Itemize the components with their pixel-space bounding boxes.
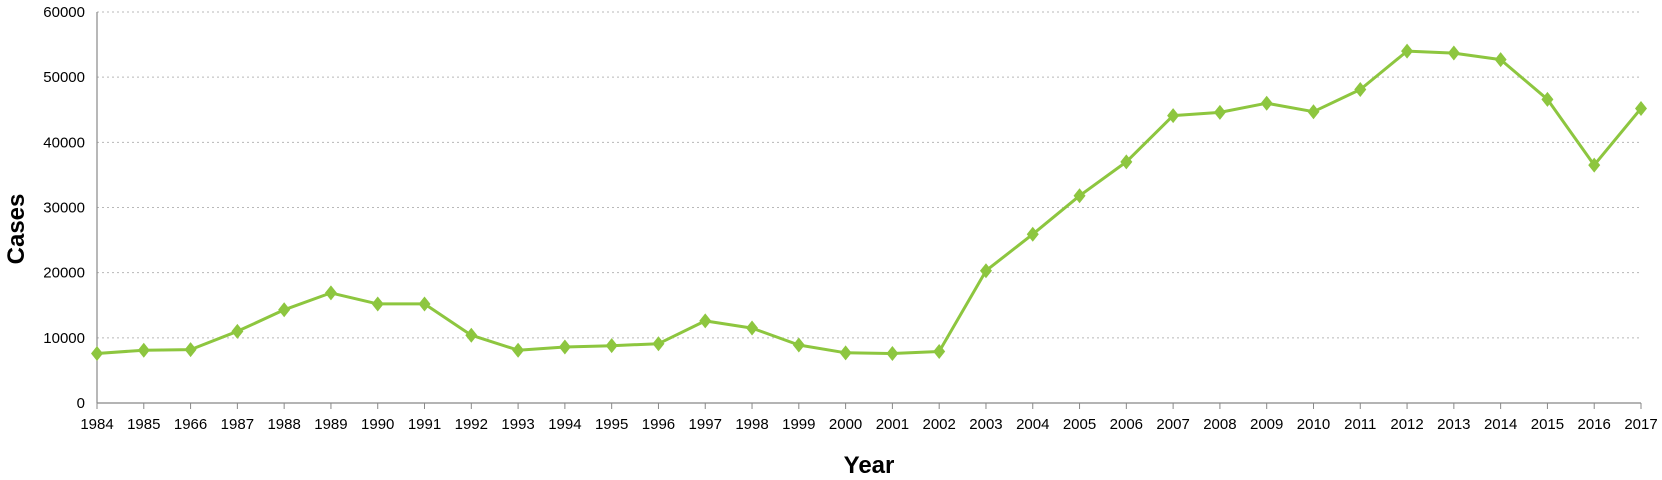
data-point [465, 327, 478, 343]
x-tick-label: 2017 [1624, 416, 1657, 433]
x-tick-label: 1987 [221, 416, 254, 433]
data-markers [91, 43, 1647, 361]
y-tick-label: 60000 [43, 4, 85, 21]
x-tick-label: 2004 [1016, 416, 1049, 433]
y-tick-label: 0 [77, 395, 85, 412]
x-tick-label: 2007 [1156, 416, 1189, 433]
data-point [1494, 52, 1507, 68]
y-tick-label: 50000 [43, 69, 85, 86]
data-point [886, 345, 899, 361]
x-tick-label: 1999 [782, 416, 815, 433]
x-tick-label: 1984 [80, 416, 113, 433]
data-point [1167, 108, 1180, 124]
data-point [1307, 104, 1320, 120]
data-point [1073, 188, 1086, 204]
x-axis-title: Year [844, 452, 895, 479]
data-point [933, 344, 946, 360]
data-point [605, 338, 618, 354]
x-tick-label: 2012 [1390, 416, 1423, 433]
x-tick-label: 2015 [1531, 416, 1564, 433]
y-tick-label: 10000 [43, 330, 85, 347]
y-tick-label: 30000 [43, 200, 85, 217]
y-tick-label: 40000 [43, 134, 85, 151]
data-point [137, 342, 150, 358]
data-point [1260, 95, 1273, 111]
x-tick-label: 2003 [969, 416, 1002, 433]
data-point [371, 296, 384, 312]
x-tick-label: 1966 [174, 416, 207, 433]
x-tick-label: 1994 [548, 416, 581, 433]
x-tick-label: 1989 [314, 416, 347, 433]
x-tick-label: 2010 [1297, 416, 1330, 433]
series-line [96, 49, 1643, 355]
x-tick-label: 1997 [689, 416, 722, 433]
data-point [91, 345, 103, 361]
y-tick-labels: 0 10000 20000 30000 40000 50000 60000 [43, 4, 85, 412]
x-tick-label: 1995 [595, 416, 628, 433]
data-point [558, 339, 571, 355]
x-tick-label: 2013 [1437, 416, 1470, 433]
gridlines [97, 11, 1641, 339]
x-tick-label: 1998 [735, 416, 768, 433]
data-point [1401, 43, 1414, 59]
data-point [1213, 104, 1226, 120]
data-point [839, 345, 852, 361]
x-tick-label: 1985 [127, 416, 160, 433]
x-tick-label: 2009 [1250, 416, 1283, 433]
x-tick-labels: 1984 1985 1966 1987 1988 1989 1990 1991 1992 1993… [80, 403, 1658, 433]
data-point [324, 285, 337, 301]
data-point [652, 336, 665, 352]
x-tick-label: 2006 [1110, 416, 1143, 433]
x-tick-label: 2014 [1484, 416, 1517, 433]
data-point [1354, 82, 1367, 98]
x-tick-label: 2000 [829, 416, 862, 433]
data-point [1541, 91, 1554, 107]
data-point [1588, 157, 1601, 173]
x-tick-label: 2011 [1344, 416, 1376, 433]
x-tick-label: 1992 [455, 416, 488, 433]
series-line-group [96, 49, 1643, 355]
y-axis-title: Cases [3, 194, 30, 265]
data-point [1120, 154, 1133, 170]
x-tick-label: 1991 [408, 416, 441, 433]
data-point [1447, 45, 1460, 61]
x-tick-label: 2002 [922, 416, 955, 433]
data-point [1026, 226, 1039, 242]
y-tick-label: 20000 [43, 265, 85, 282]
data-point [231, 323, 244, 339]
x-tick-label: 2005 [1063, 416, 1096, 433]
x-tick-label: 1990 [361, 416, 394, 433]
x-tick-label: 2016 [1578, 416, 1611, 433]
x-tick-label: 2008 [1203, 416, 1236, 433]
axes [96, 12, 1641, 404]
data-point [418, 296, 431, 312]
x-tick-label: 2001 [876, 416, 909, 433]
data-point [699, 313, 712, 329]
x-tick-label: 1996 [642, 416, 675, 433]
data-point [1635, 100, 1647, 116]
data-point [184, 342, 197, 358]
data-point [979, 263, 992, 279]
data-point [746, 320, 759, 336]
data-point [512, 342, 525, 358]
x-tick-label: 1993 [501, 416, 534, 433]
x-tick-label: 1988 [267, 416, 300, 433]
data-point [278, 302, 291, 318]
data-point [792, 337, 805, 353]
